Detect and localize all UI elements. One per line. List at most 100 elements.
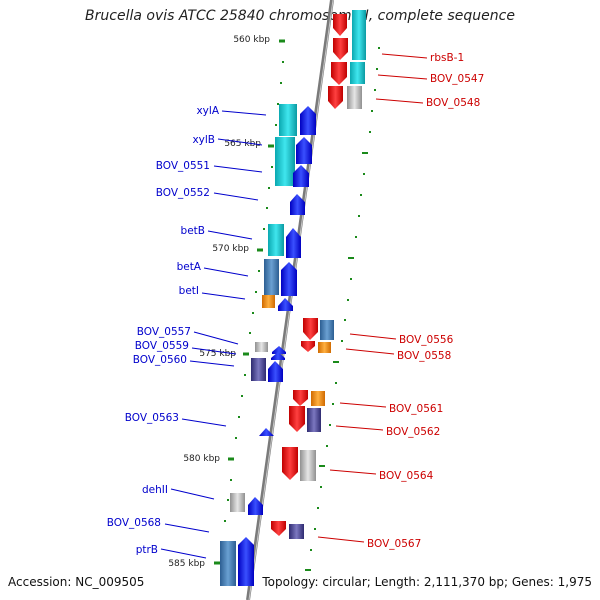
forward-arrow-icon (271, 352, 285, 360)
forward-arrow-icon (278, 298, 293, 311)
gene-label-BOV_0556: BOV_0556 (399, 334, 454, 346)
leader-line (213, 192, 259, 201)
cog-slate-block (289, 524, 304, 539)
gene-label-BOV_0551: BOV_0551 (156, 160, 210, 172)
cog-steelblue-block (320, 320, 334, 340)
forward-arrow-icon (238, 537, 254, 586)
leader-line (217, 138, 263, 146)
gene-BOV_0558[interactable]: BOV_0558 (301, 341, 451, 362)
gene-xylA[interactable]: xylA (196, 104, 316, 136)
gene-label-betA: betA (177, 261, 202, 273)
cog-cyan-block (350, 62, 365, 84)
tick-565: 565 kbp (224, 139, 274, 149)
leader-line (191, 347, 237, 355)
gene-betB[interactable]: betB (181, 224, 301, 258)
gene-label-BOV_0562: BOV_0562 (386, 426, 440, 438)
gene-betA[interactable]: betA (177, 259, 297, 296)
gene-xylB[interactable]: xylB (192, 134, 312, 186)
gene-BOV_0548[interactable]: BOV_0548 (328, 86, 480, 109)
tick-580: 580 kbp (183, 454, 234, 464)
gene-label-betI: betI (179, 285, 199, 297)
gene-BOV_0567[interactable]: BOV_0567 (271, 521, 421, 550)
gene-label-BOV_0557: BOV_0557 (137, 326, 191, 338)
gene-BOV_0562[interactable]: BOV_0562 (289, 406, 440, 438)
gene-label-ptrB: ptrB (136, 544, 158, 556)
gene-label-BOV_0559: BOV_0559 (135, 340, 189, 352)
gene-label-BOV_0564: BOV_0564 (379, 470, 434, 482)
gene-BOV_0564[interactable]: BOV_0564 (282, 447, 434, 482)
gene-BOV_0560[interactable]: BOV_0560 (133, 354, 283, 382)
reverse-arrow-icon (271, 521, 286, 536)
genome-summary: Topology: circular; Length: 2,111,370 bp… (262, 575, 592, 589)
minor-ticks-left (221, 61, 284, 543)
gene-BOV_0556[interactable]: BOV_0556 (303, 318, 454, 346)
reverse-arrow-icon (289, 406, 305, 432)
forward-arrow-icon (248, 497, 263, 515)
reverse-arrow-icon (333, 38, 348, 60)
gene-label-rbsB-1: rbsB-1 (430, 52, 464, 64)
leader-line (335, 425, 384, 431)
gene-BOV_0563[interactable]: BOV_0563 (125, 412, 274, 436)
gene-betI[interactable]: betI (179, 285, 293, 311)
leader-line (317, 536, 365, 543)
reverse-arrow-icon (301, 341, 315, 352)
leader-line (164, 523, 210, 533)
leader-line (339, 402, 387, 408)
chromosome-backbone-highlight (248, 0, 334, 600)
gene-BOV_0559[interactable]: BOV_0559 (135, 340, 285, 360)
cog-slate-block (251, 358, 266, 381)
leader-line (189, 360, 235, 367)
forward-arrow-icon (259, 428, 274, 436)
gene-label-xylB: xylB (192, 134, 215, 146)
gene-BOV_0561[interactable]: BOV_0561 (293, 390, 443, 415)
gene-BOV_0551[interactable]: BOV_0551 (156, 160, 309, 187)
forward-arrow-icon (290, 194, 305, 215)
cog-orange-block (311, 391, 325, 406)
leader-line (181, 418, 227, 427)
gene-label-BOV_0558: BOV_0558 (397, 350, 451, 362)
cog-cyan-block (352, 10, 366, 60)
leader-line (160, 548, 207, 559)
reverse-arrow-icon (331, 62, 347, 85)
tick-label-565: 565 kbp (224, 139, 261, 149)
gene-BOV_0552[interactable]: BOV_0552 (156, 187, 305, 215)
leader-line (221, 110, 267, 116)
forward-arrow-icon (296, 137, 312, 164)
gene-label-BOV_0563: BOV_0563 (125, 412, 179, 424)
cog-gray-block (255, 342, 268, 352)
gene-label-dehII: dehII (142, 484, 168, 496)
gene-BOV_0547[interactable]: BOV_0547 (331, 62, 484, 85)
forward-arrow-icon (268, 361, 283, 382)
gene-label-BOV_0552: BOV_0552 (156, 187, 210, 199)
forward-arrow-icon (286, 228, 301, 258)
tick-585: 585 kbp (168, 559, 220, 569)
leader-line (377, 74, 428, 80)
reverse-arrow-icon (293, 390, 308, 406)
reverse-arrow-icon (333, 14, 347, 36)
tick-label-560: 560 kbp (233, 35, 270, 45)
tick-label-585: 585 kbp (168, 559, 205, 569)
reverse-arrow-icon (303, 318, 318, 340)
tick-560: 560 kbp (233, 35, 285, 45)
gene-label-betB: betB (181, 225, 205, 237)
leader-line (349, 333, 397, 340)
gene-BOV_0557[interactable]: BOV_0557 (137, 326, 286, 354)
leader-line (193, 331, 239, 345)
gene-label-BOV_0561: BOV_0561 (389, 403, 443, 415)
accession-label: Accession: NC_009505 (8, 575, 145, 589)
tick-label-570: 570 kbp (212, 244, 249, 254)
tick-570: 570 kbp (212, 244, 263, 254)
gene-ptrB[interactable]: ptrB (136, 537, 254, 586)
leader-line (345, 348, 395, 355)
leader-line (201, 292, 246, 300)
gene-rbsB-1[interactable]: rbsB-1 (333, 10, 464, 64)
cog-slate-block (307, 408, 321, 432)
gene-label-xylA: xylA (196, 105, 219, 117)
cog-cyan-block (268, 224, 284, 256)
cog-orange-block (262, 295, 275, 308)
gene-BOV_0568[interactable]: BOV_0568 (107, 517, 210, 533)
gene-label-BOV_0568: BOV_0568 (107, 517, 161, 529)
gene-dehII[interactable]: dehII (142, 484, 263, 515)
cog-cyan-block (279, 104, 297, 136)
tick-label-575: 575 kbp (199, 349, 236, 359)
